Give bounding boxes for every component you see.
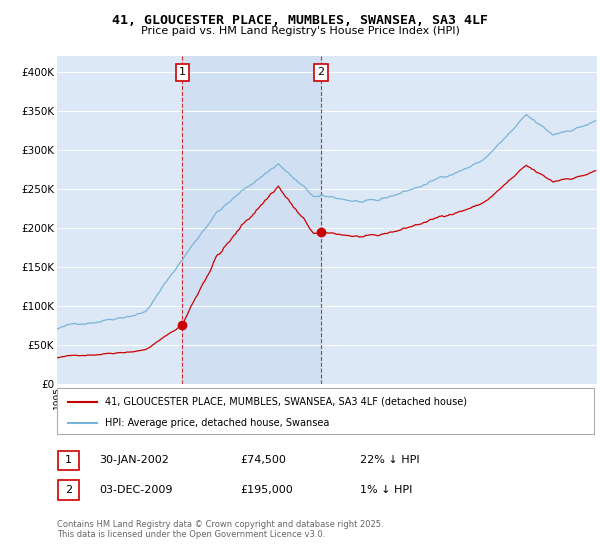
- Text: 1: 1: [65, 455, 72, 465]
- Text: 41, GLOUCESTER PLACE, MUMBLES, SWANSEA, SA3 4LF: 41, GLOUCESTER PLACE, MUMBLES, SWANSEA, …: [112, 14, 488, 27]
- Text: HPI: Average price, detached house, Swansea: HPI: Average price, detached house, Swan…: [106, 418, 330, 427]
- Text: 2: 2: [317, 67, 325, 77]
- Text: Contains HM Land Registry data © Crown copyright and database right 2025.
This d: Contains HM Land Registry data © Crown c…: [57, 520, 383, 539]
- FancyBboxPatch shape: [58, 451, 79, 470]
- Text: £195,000: £195,000: [240, 485, 293, 495]
- Text: 03-DEC-2009: 03-DEC-2009: [99, 485, 173, 495]
- Text: 41, GLOUCESTER PLACE, MUMBLES, SWANSEA, SA3 4LF (detached house): 41, GLOUCESTER PLACE, MUMBLES, SWANSEA, …: [106, 397, 467, 407]
- Text: 2: 2: [65, 485, 72, 495]
- Text: 30-JAN-2002: 30-JAN-2002: [99, 455, 169, 465]
- FancyBboxPatch shape: [57, 388, 594, 434]
- Text: £74,500: £74,500: [240, 455, 286, 465]
- Text: 1: 1: [179, 67, 186, 77]
- FancyBboxPatch shape: [58, 480, 79, 500]
- Text: Price paid vs. HM Land Registry's House Price Index (HPI): Price paid vs. HM Land Registry's House …: [140, 26, 460, 36]
- Text: 22% ↓ HPI: 22% ↓ HPI: [360, 455, 419, 465]
- Bar: [182, 56, 321, 384]
- Text: 1% ↓ HPI: 1% ↓ HPI: [360, 485, 412, 495]
